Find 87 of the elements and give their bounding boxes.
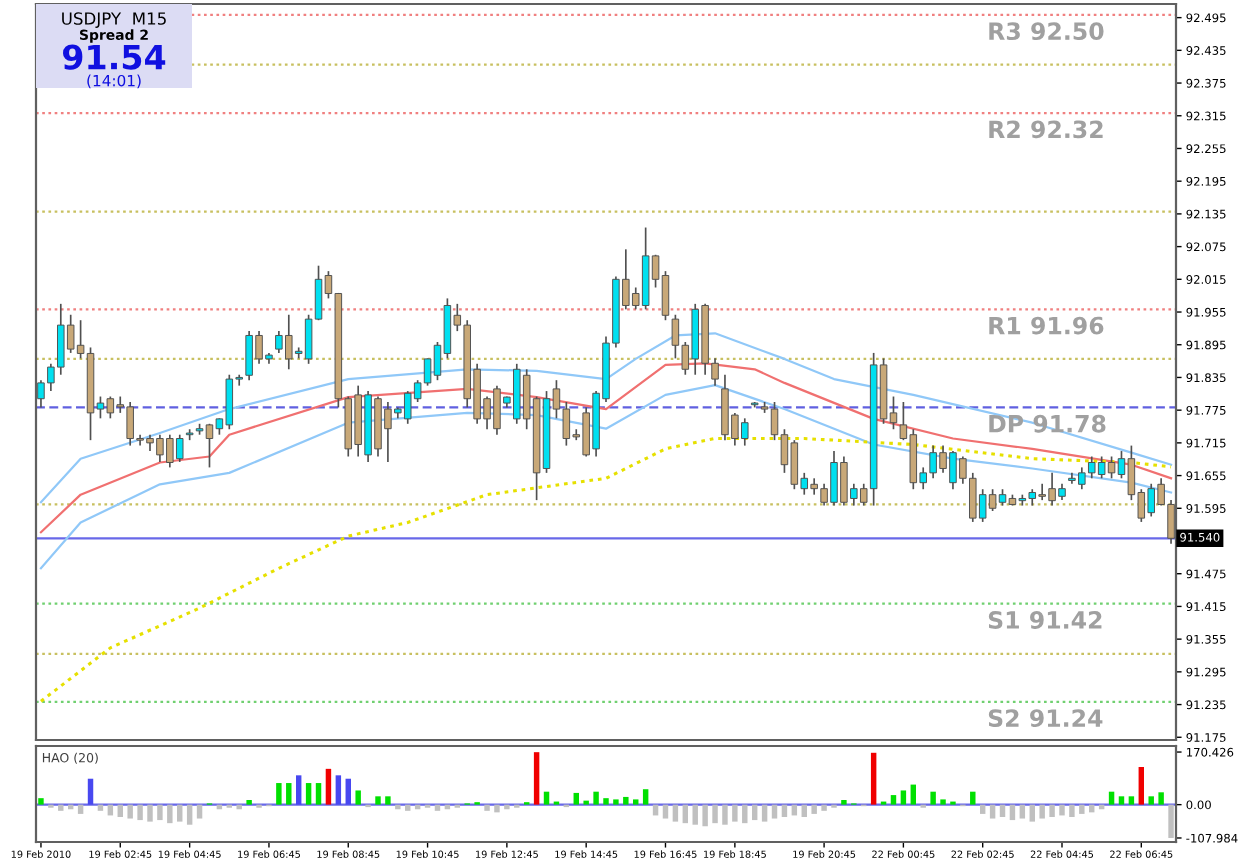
bar [1069,804,1075,817]
line-series [39,362,1173,534]
bar [930,791,936,805]
bar [623,796,629,805]
bar [1168,804,1174,838]
bar [672,804,679,822]
bar [702,804,708,827]
bar [305,783,312,805]
bar [494,804,500,813]
bar [900,790,907,805]
bar [821,804,827,811]
bar [325,768,332,805]
bar [186,804,193,825]
bar [1039,804,1045,819]
ref-line-label: S1 91.42 [988,611,1102,629]
bar [742,804,748,824]
bar [771,804,778,819]
bar [137,804,143,821]
bar [1108,791,1115,805]
bar [722,804,728,825]
bar [236,804,242,810]
bar [910,784,917,805]
bar [801,804,807,817]
bar [732,804,738,822]
bar [1158,792,1164,805]
bar [147,804,153,822]
bar [811,804,817,814]
bar [1019,804,1026,819]
bar [761,804,768,822]
bar [970,791,976,805]
bar [1049,804,1055,817]
bar [593,791,599,805]
bar [642,789,649,805]
ref-line-label: S2 91.24 [988,709,1103,728]
bar [127,804,133,819]
annotation: 91.54 [63,44,166,70]
bar [286,783,292,805]
bar [484,804,490,811]
bar [395,804,401,810]
bar [345,778,351,805]
bar [1148,796,1154,805]
bar [1079,804,1085,814]
bar [335,775,342,805]
bar [276,783,282,805]
bar [662,804,669,819]
bar [543,791,550,805]
bar [77,804,84,814]
bar [177,804,183,822]
ref-line-label: R2 92.32 [989,120,1103,139]
bar [504,804,510,810]
annotation: USDJPY M15 [62,12,166,28]
line-series [39,436,1173,703]
bar [1138,766,1145,805]
bar [117,804,123,817]
bar [603,798,609,805]
bar [989,804,996,819]
bar [633,799,639,805]
bar [533,752,540,805]
bar [167,804,173,824]
bar [87,778,94,805]
bar [613,799,619,805]
bar [940,799,946,805]
ref-line-label: R3 92.50 [989,22,1104,41]
bar [712,804,718,824]
bar [870,752,877,805]
bar [385,796,391,805]
ref-line-label: R1 91.96 [989,316,1104,335]
line-series [39,383,1173,570]
bar [157,804,163,821]
bar [1029,804,1035,822]
bar [315,783,322,805]
bar [999,804,1006,817]
bar [38,798,44,805]
bar [196,804,203,819]
bar [692,804,698,825]
bar [295,775,302,805]
bar [58,804,64,811]
bar [781,804,788,817]
bar [355,790,361,805]
bar [890,795,897,805]
ref-line-label: DP 91.78 [989,414,1106,433]
bar [1118,796,1125,805]
bar [573,792,579,805]
bar [1059,804,1065,816]
bar [1128,796,1135,805]
bar [979,804,986,814]
bar [375,796,381,805]
